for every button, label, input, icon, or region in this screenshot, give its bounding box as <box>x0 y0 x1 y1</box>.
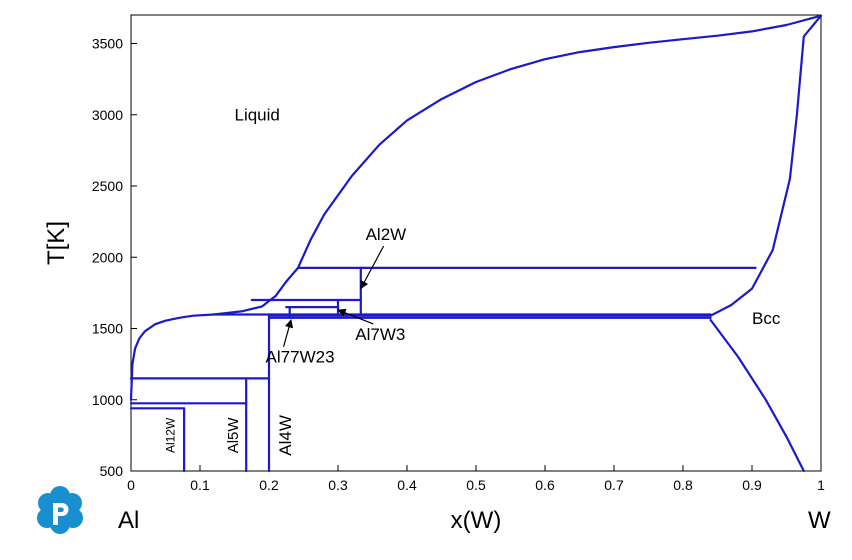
phase-annotations: Liquid Bcc Al2W Al7W3 Al77W23 Al12W Al5W Al4W <box>163 105 780 455</box>
phase-compound-label: Al4W <box>276 415 295 456</box>
y-tick-label: 500 <box>100 463 124 479</box>
phase-compound-label: Al5W <box>225 417 242 454</box>
x-tick-label: 0.2 <box>259 477 279 493</box>
y-tick-label: 1500 <box>92 321 123 337</box>
x-tick-label: 0.6 <box>535 477 555 493</box>
x-axis-left-end-label: Al <box>118 507 139 534</box>
phase-boundary-2 <box>296 14 823 269</box>
y-tick-label: 2500 <box>92 178 123 194</box>
x-tick-label: 0.3 <box>328 477 348 493</box>
region-label: Bcc <box>752 309 781 328</box>
phase-boundary-0 <box>129 313 215 401</box>
annotation-label: Al2W <box>366 225 407 244</box>
x-tick-label: 0 <box>127 477 135 493</box>
y-tick-label: 1000 <box>92 392 123 408</box>
x-tick-label: 0.4 <box>397 477 417 493</box>
x-axis-ticks: 0 0.1 0.2 0.3 0.4 0.5 0.6 0.7 0.8 0.9 1 <box>127 465 825 493</box>
x-tick-label: 0.1 <box>190 477 210 493</box>
y-axis-title: T[K] <box>43 221 70 265</box>
region-label: Liquid <box>235 105 280 124</box>
x-axis-right-end-label: W <box>808 507 831 534</box>
x-axis-title: x(W) <box>451 507 502 534</box>
x-tick-label: 0.8 <box>673 477 693 493</box>
annotation-label: Al7W3 <box>355 325 405 344</box>
logo-icon <box>37 486 83 534</box>
phase-boundary-4 <box>709 318 805 473</box>
y-tick-label: 3000 <box>92 107 123 123</box>
annotation-arrow <box>337 308 374 325</box>
phase-boundaries <box>129 14 823 473</box>
annotation-arrow <box>360 245 385 290</box>
phase-compound-label: Al12W <box>163 417 177 453</box>
x-tick-label: 0.5 <box>466 477 486 493</box>
annotation-arrow <box>282 319 294 347</box>
y-axis-ticks: 500 1000 1500 2000 2500 3000 3500 <box>92 36 137 479</box>
x-tick-label: 0.7 <box>604 477 624 493</box>
y-tick-label: 2000 <box>92 249 123 265</box>
annotation-label: Al77W23 <box>266 348 335 367</box>
y-tick-label: 3500 <box>92 36 123 52</box>
phase-boundary-3 <box>709 14 823 317</box>
x-tick-label: 1 <box>817 477 825 493</box>
x-tick-label: 0.9 <box>742 477 762 493</box>
